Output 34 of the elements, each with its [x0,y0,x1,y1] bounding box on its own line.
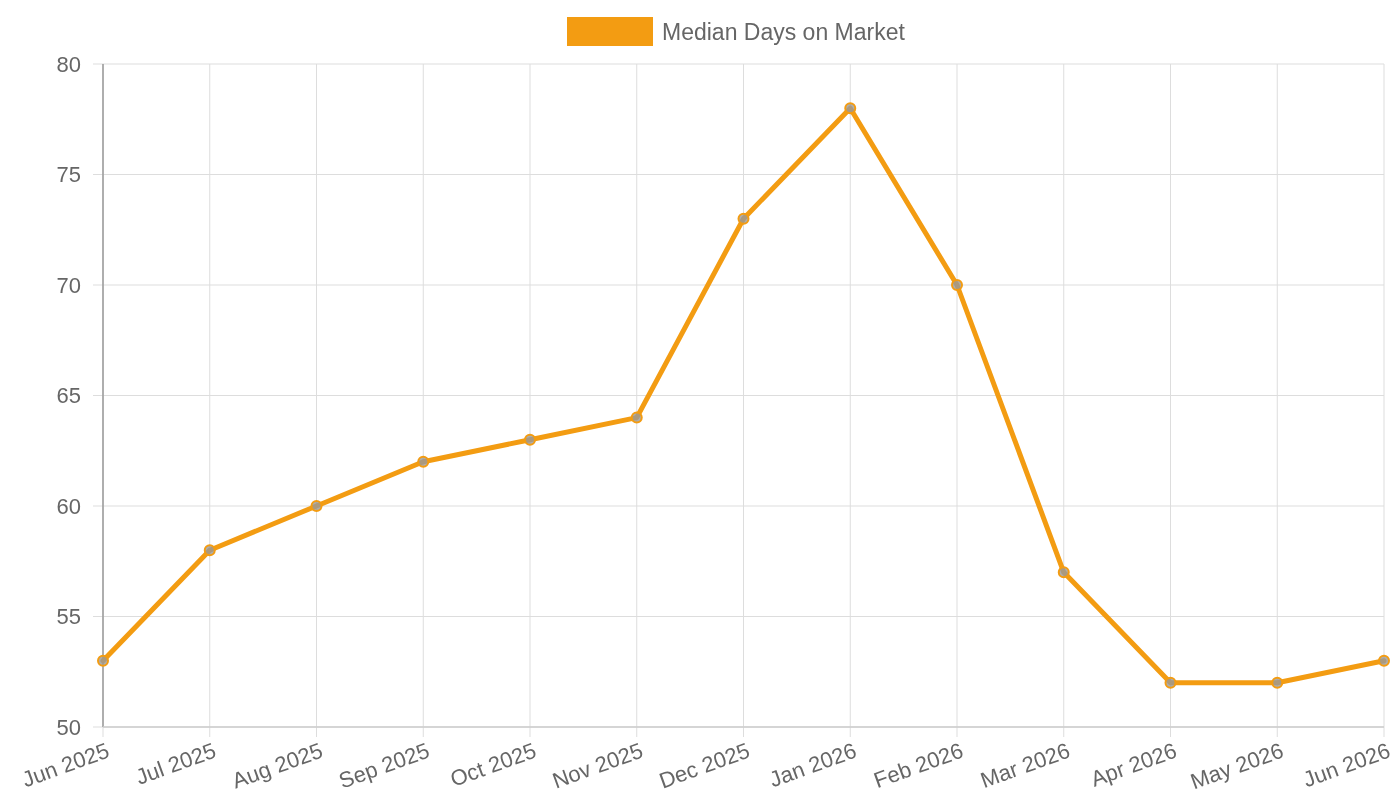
y-tick-label: 65 [56,383,81,409]
x-tick-label: Nov 2025 [549,737,647,794]
x-tick-label: Feb 2026 [870,737,967,793]
point [951,279,963,291]
point [1271,676,1284,689]
point [417,455,430,468]
x-tick-label: Sep 2025 [335,737,433,794]
point [630,411,643,424]
x-tick-label: Dec 2025 [655,737,753,794]
point [524,433,536,446]
point [1164,676,1177,689]
y-tick-label: 80 [56,51,81,77]
legend-label: Median Days on Market [662,19,906,46]
x-tick-label: May 2026 [1187,737,1287,795]
x-tick-label: Jul 2025 [132,737,220,790]
y-tick-label: 75 [56,162,81,188]
x-tick-label: Oct 2025 [446,737,540,792]
point [1378,654,1390,667]
x-tick-label: Jan 2026 [765,737,860,793]
x-tick-label: Apr 2026 [1087,737,1180,792]
y-tick-label: 55 [56,604,81,630]
x-tick-label: Jun 2026 [1299,737,1394,793]
point [737,212,750,225]
x-tick-label: Aug 2025 [228,737,326,794]
point [310,500,323,512]
y-tick-label: 70 [56,272,81,298]
point [1057,566,1070,579]
y-tick-label: 60 [56,493,81,519]
point [97,654,109,667]
x-tick-label: Jun 2025 [18,737,113,793]
point [203,544,216,557]
y-tick-label: 50 [56,714,81,740]
x-tick-label: Mar 2026 [977,737,1074,793]
point [844,102,857,115]
